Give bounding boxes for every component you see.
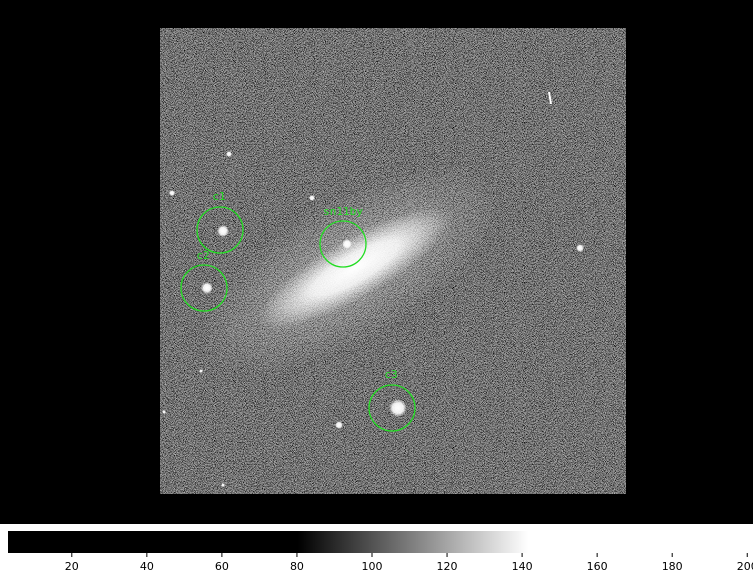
colorbar-tick-label: 160 — [587, 560, 608, 573]
region-label: sn11by — [323, 205, 363, 218]
colorbar-tick-label: 120 — [437, 560, 458, 573]
region-label: c1 — [212, 190, 225, 203]
colorbar-tick-label: 100 — [361, 560, 382, 573]
separator — [0, 524, 753, 529]
image-view: c1 c2 sn11by c3 204060801001201401601802… — [0, 0, 753, 579]
colorbar — [8, 531, 751, 553]
colorbar-tick-label: 40 — [140, 560, 154, 573]
colorbar-ticks: 20 40 60 80 100 120 140 160 180 200 — [65, 553, 753, 573]
colorbar-tick-label: 200 — [737, 560, 753, 573]
colorbar-tick-label: 20 — [65, 560, 79, 573]
colorbar-tick-label: 60 — [215, 560, 229, 573]
fits-image — [160, 28, 626, 494]
region-label: c3 — [384, 368, 397, 381]
colorbar-tick-label: 140 — [512, 560, 533, 573]
region-label: c2 — [196, 249, 209, 262]
colorbar-tick-label: 80 — [290, 560, 304, 573]
ds9-window: c1 c2 sn11by c3 204060801001201401601802… — [0, 0, 753, 579]
colorbar-tick-label: 180 — [662, 560, 683, 573]
